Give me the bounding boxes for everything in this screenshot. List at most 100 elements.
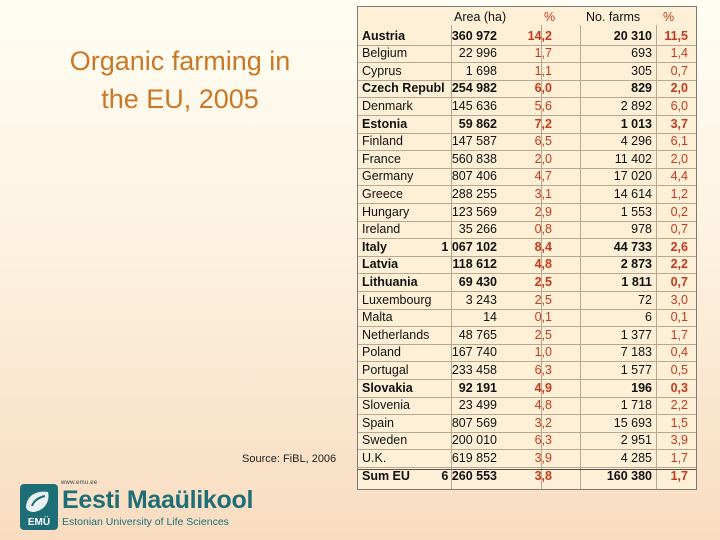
farms-pct-cell: 4,4 xyxy=(670,169,688,184)
table-row: Denmark 145 636 5,6 2 892 6,0 xyxy=(358,98,696,116)
farms-pct-cell: 2,6 xyxy=(670,239,688,254)
country-cell: Czech Republ xyxy=(362,81,445,96)
row-divider xyxy=(358,115,696,116)
table-row: Spain 807 569 3,2 15 693 1,5 xyxy=(358,415,696,433)
table-row: Poland 167 740 1,0 7 183 0,4 xyxy=(358,344,696,362)
country-cell: Hungary xyxy=(362,204,410,219)
farms-cell: 978 xyxy=(631,222,652,237)
university-logo: www.emu.ee EMÜ Eesti Maaülikool Estonian… xyxy=(20,480,254,532)
country-cell: Ireland xyxy=(362,222,401,237)
farms-cell: 20 310 xyxy=(613,28,652,43)
area-cell: 807 569 xyxy=(451,415,497,430)
area-pct-cell: 2,0 xyxy=(534,151,552,166)
area-cell: 22 996 xyxy=(458,46,497,61)
row-divider xyxy=(358,220,696,222)
farms-cell: 305 xyxy=(631,63,652,78)
area-pct-cell: 3,9 xyxy=(534,450,552,465)
row-divider xyxy=(358,132,696,134)
farms-cell: 44 733 xyxy=(613,239,652,254)
table-row: Latvia 118 612 4,8 2 873 2,2 xyxy=(358,256,696,274)
row-divider xyxy=(358,238,696,240)
country-cell: Sum EU xyxy=(362,468,410,483)
source-note: Source: FiBL, 2006 xyxy=(242,453,337,465)
farms-cell: 1 553 xyxy=(620,204,652,219)
header-area-pct: % xyxy=(544,10,556,24)
country-cell: Finland xyxy=(362,134,403,149)
area-cell: 619 852 xyxy=(451,450,497,465)
farms-cell: 1 377 xyxy=(620,327,652,342)
country-cell: Italy xyxy=(362,239,388,254)
area-pct-cell: 7,2 xyxy=(534,116,552,131)
area-cell: 23 499 xyxy=(458,398,497,413)
area-cell: 1 067 102 xyxy=(441,239,497,254)
farms-pct-cell: 0,1 xyxy=(670,310,688,325)
area-cell: 254 982 xyxy=(451,81,497,96)
table-row: France 560 838 2,0 11 402 2,0 xyxy=(358,151,696,169)
area-cell: 35 266 xyxy=(458,222,497,237)
area-pct-cell: 4,9 xyxy=(534,380,552,395)
farms-cell: 160 380 xyxy=(606,468,652,483)
row-divider xyxy=(358,414,696,416)
area-pct-cell: 8,4 xyxy=(534,239,552,254)
row-divider xyxy=(358,431,696,433)
header-area: Area (ha) xyxy=(454,10,507,24)
area-cell: 233 458 xyxy=(451,362,497,377)
row-divider xyxy=(358,396,696,398)
slide-title-line-2: the EU, 2005 xyxy=(101,84,259,114)
table-row: Austria 360 972 14,2 20 310 11,5 xyxy=(358,28,696,46)
area-pct-cell: 6,0 xyxy=(534,81,552,96)
country-cell: Netherlands xyxy=(362,327,430,342)
area-cell: 59 862 xyxy=(458,116,497,131)
area-pct-cell: 6,3 xyxy=(534,433,552,448)
farms-pct-cell: 0,3 xyxy=(670,380,688,395)
farms-pct-cell: 0,5 xyxy=(670,362,688,377)
country-cell: Estonia xyxy=(362,116,408,131)
row-divider xyxy=(358,449,696,451)
farms-pct-cell: 3,9 xyxy=(670,433,688,448)
table-header: Area (ha) % No. farms % xyxy=(358,9,696,27)
table-row: Malta 14 0,1 6 0,1 xyxy=(358,309,696,327)
table-row: Greece 288 255 3,1 14 614 1,2 xyxy=(358,186,696,204)
area-pct-cell: 6,3 xyxy=(534,362,552,377)
farms-cell: 2 873 xyxy=(620,257,652,272)
area-cell: 14 xyxy=(483,310,497,325)
country-cell: Sweden xyxy=(362,433,408,448)
area-pct-cell: 0,1 xyxy=(534,310,552,325)
row-divider xyxy=(358,467,696,468)
farms-pct-cell: 3,7 xyxy=(670,116,688,131)
area-cell: 123 569 xyxy=(451,204,497,219)
farms-pct-cell: 0,2 xyxy=(670,204,688,219)
farms-pct-cell: 2,0 xyxy=(670,151,688,166)
table-row: Slovenia 23 499 4,8 1 718 2,2 xyxy=(358,397,696,415)
area-cell: 560 838 xyxy=(451,151,497,166)
row-divider xyxy=(358,185,696,187)
area-pct-cell: 3,2 xyxy=(534,415,552,430)
area-pct-cell: 1,1 xyxy=(534,63,552,78)
country-cell: Slovenia xyxy=(362,398,410,413)
farms-pct-cell: 0,4 xyxy=(670,345,688,360)
logo-name: Eesti Maaülikool xyxy=(62,486,254,514)
total-row: Sum EU 6 260 553 3,8 160 380 1,7 xyxy=(358,468,696,486)
area-cell: 167 740 xyxy=(451,345,497,360)
farms-cell: 2 951 xyxy=(620,433,652,448)
farms-cell: 1 718 xyxy=(620,398,652,413)
row-divider xyxy=(358,97,696,99)
farms-cell: 14 614 xyxy=(613,186,652,201)
area-pct-cell: 1,7 xyxy=(534,46,552,61)
farms-pct-cell: 1,2 xyxy=(670,186,688,201)
total-divider xyxy=(358,469,696,470)
row-divider xyxy=(358,79,696,81)
farms-pct-cell: 6,0 xyxy=(670,98,688,113)
country-cell: Malta xyxy=(362,310,393,325)
farms-cell: 1 577 xyxy=(620,362,652,377)
row-divider xyxy=(358,62,696,64)
farms-cell: 829 xyxy=(631,81,652,96)
country-cell: Latvia xyxy=(362,257,399,272)
farms-cell: 6 xyxy=(645,310,652,325)
row-divider xyxy=(358,203,696,204)
organic-farming-table: Area (ha) % No. farms % Austria 360 972 14… xyxy=(357,6,697,490)
slide-title-line-1: Organic farming in xyxy=(69,46,291,76)
country-cell: U.K. xyxy=(362,450,387,465)
table-row: Luxembourg 3 243 2,5 72 3,0 xyxy=(358,292,696,310)
area-cell: 3 243 xyxy=(465,292,497,307)
